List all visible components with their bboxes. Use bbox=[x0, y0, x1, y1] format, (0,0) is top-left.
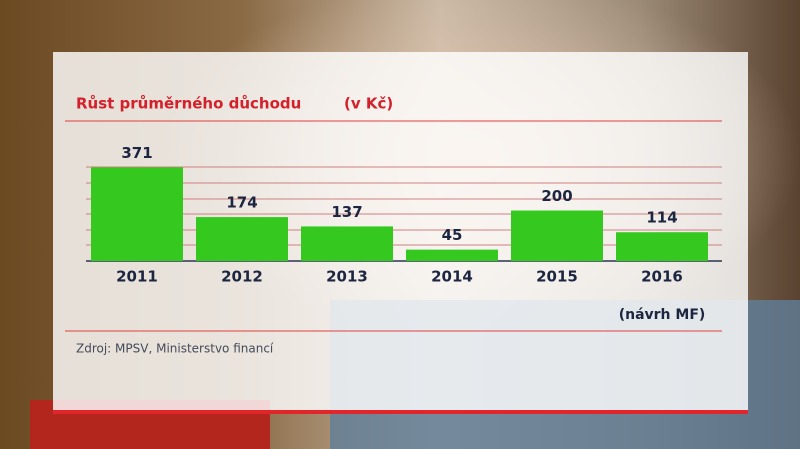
bar bbox=[91, 167, 183, 261]
source: Zdroj: MPSV, Ministerstvo financí bbox=[76, 342, 274, 356]
value-label: 174 bbox=[226, 194, 257, 212]
x-tick-label: 2012 bbox=[221, 268, 263, 286]
value-label: 371 bbox=[121, 144, 152, 162]
x-tick-label: 2014 bbox=[431, 268, 473, 286]
x-tick-label: 2015 bbox=[536, 268, 578, 286]
bar bbox=[301, 226, 393, 261]
bar bbox=[196, 217, 288, 261]
panel-bottom-rule bbox=[53, 410, 748, 414]
category-note: (návrh MF) bbox=[619, 307, 706, 323]
unit-label: (v Kč) bbox=[344, 95, 393, 113]
x-tick-label: 2013 bbox=[326, 268, 368, 286]
value-label: 137 bbox=[331, 203, 362, 221]
x-tick-label: 2016 bbox=[641, 268, 683, 286]
value-label: 200 bbox=[541, 187, 572, 205]
value-label: 45 bbox=[442, 226, 463, 244]
plot: 2011 371 2012 174 2013 137 2014 45 2015 200 2016 (n… bbox=[86, 144, 722, 323]
value-label: 114 bbox=[646, 209, 677, 227]
chart-title: Růst průměrného důchodu bbox=[76, 95, 301, 113]
x-tick-label: 2011 bbox=[116, 268, 158, 286]
bar bbox=[616, 232, 708, 261]
bar bbox=[406, 249, 498, 261]
bar bbox=[511, 210, 603, 261]
